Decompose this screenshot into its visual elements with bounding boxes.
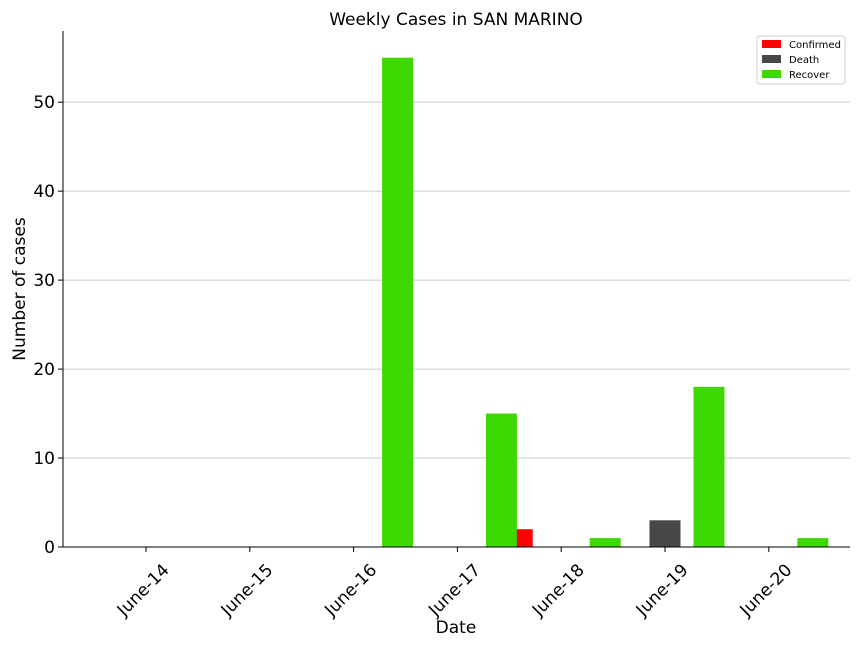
axes bbox=[62, 31, 850, 548]
bar-recover-june-20 bbox=[797, 538, 829, 547]
y-tick-label: 0 bbox=[44, 538, 55, 558]
chart-title: Weekly Cases in SAN MARINO bbox=[329, 10, 583, 30]
x-tick-label: June-17 bbox=[424, 560, 485, 621]
legend-swatch-recover bbox=[762, 70, 781, 78]
legend-swatch-death bbox=[762, 55, 781, 63]
y-tick-label: 40 bbox=[33, 182, 55, 202]
y-tick-label: 30 bbox=[33, 271, 55, 291]
bar-death-june-19 bbox=[649, 520, 681, 547]
x-tick-label: June-15 bbox=[217, 560, 278, 621]
legend-label-recover: Recover bbox=[789, 70, 830, 81]
x-tick-label: June-18 bbox=[528, 560, 589, 621]
y-axis-label: Number of cases bbox=[10, 217, 30, 361]
legend-label-death: Death bbox=[789, 55, 819, 66]
legend: Confirmed Death Recover bbox=[756, 35, 846, 85]
x-tick-label: June-14 bbox=[113, 560, 174, 621]
bar-recover-june-18 bbox=[589, 538, 621, 547]
bar-recover-june-17 bbox=[485, 413, 517, 547]
x-tick-label: June-20 bbox=[736, 560, 797, 621]
y-tick-label: 10 bbox=[33, 449, 55, 469]
y-ticks: 0 10 20 30 40 50 bbox=[33, 93, 63, 558]
x-ticks: June-14 June-15 June-16 June-17 June-18 June-… bbox=[113, 547, 796, 621]
x-axis-label: Date bbox=[436, 618, 477, 638]
legend-label-confirmed: Confirmed bbox=[789, 40, 841, 51]
legend-swatch-confirmed bbox=[762, 40, 781, 48]
bar-recover-june-16 bbox=[382, 57, 414, 547]
x-tick-label: June-19 bbox=[632, 560, 693, 621]
y-tick-label: 20 bbox=[33, 360, 55, 380]
x-tick-label: June-16 bbox=[320, 560, 381, 621]
bars bbox=[382, 57, 829, 547]
y-tick-label: 50 bbox=[33, 93, 55, 113]
grid-lines bbox=[63, 101, 850, 459]
bar-recover-june-19 bbox=[693, 386, 725, 547]
